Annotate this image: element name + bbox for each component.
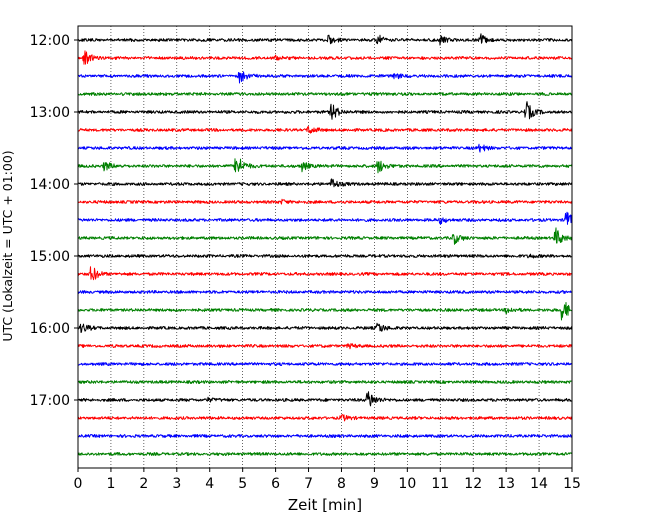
trace-line (77, 126, 573, 134)
trace-line (77, 71, 573, 84)
trace-line (77, 362, 573, 366)
trace-line (77, 92, 573, 96)
x-tick-label: 8 (337, 476, 346, 492)
y-tick-label: 13:00 (30, 105, 70, 121)
y-tick-label: 12:00 (30, 33, 70, 49)
y-tick-label: 16:00 (30, 321, 70, 337)
x-tick-label: 13 (497, 476, 515, 492)
trace-line (78, 343, 573, 350)
trace-line (77, 211, 573, 225)
trace-line (77, 50, 573, 65)
x-axis-label: Zeit [min] (288, 496, 362, 514)
axis-ticks: 0 1 2 3 4 5 6 7 8 9 10 11 12 13 14 1512:0013:0014:0015:… (30, 33, 581, 492)
x-tick-label: 3 (172, 476, 181, 492)
y-tick-label: 14:00 (30, 177, 70, 193)
x-tick-label: 7 (304, 476, 313, 492)
x-tick-label: 1 (106, 476, 115, 492)
y-tick-label: 17:00 (30, 393, 70, 409)
x-tick-label: 10 (398, 476, 416, 492)
trace-line (77, 302, 573, 321)
y-tick-label: 15:00 (30, 249, 70, 265)
x-tick-label: 5 (238, 476, 247, 492)
trace-line (77, 391, 573, 407)
trace-line (77, 227, 573, 245)
x-tick-label: 6 (271, 476, 280, 492)
x-tick-label: 15 (563, 476, 581, 492)
trace-line (77, 178, 573, 188)
x-tick-label: 0 (74, 476, 83, 492)
x-tick-label: 2 (139, 476, 148, 492)
trace-line (77, 101, 573, 120)
trace-line (77, 434, 573, 438)
y-axis-label: UTC (Lokalzeit = UTC + 01:00) (0, 150, 15, 341)
trace-line (77, 452, 573, 456)
x-tick-label: 4 (205, 476, 214, 492)
trace-line (77, 414, 572, 422)
plot-frame (77, 25, 573, 469)
x-tick-label: 12 (464, 476, 482, 492)
trace-line (77, 322, 573, 333)
x-tick-label: 9 (370, 476, 379, 492)
trace-line (77, 198, 573, 205)
trace-line (77, 380, 573, 384)
trace-line (77, 290, 573, 294)
trace-line (77, 33, 573, 46)
x-tick-label: 14 (530, 476, 548, 492)
trace-line (77, 158, 573, 174)
trace-line (77, 143, 573, 153)
trace-line (77, 266, 573, 281)
seismic-traces (77, 33, 573, 456)
trace-line (77, 253, 573, 259)
x-tick-label: 11 (431, 476, 449, 492)
